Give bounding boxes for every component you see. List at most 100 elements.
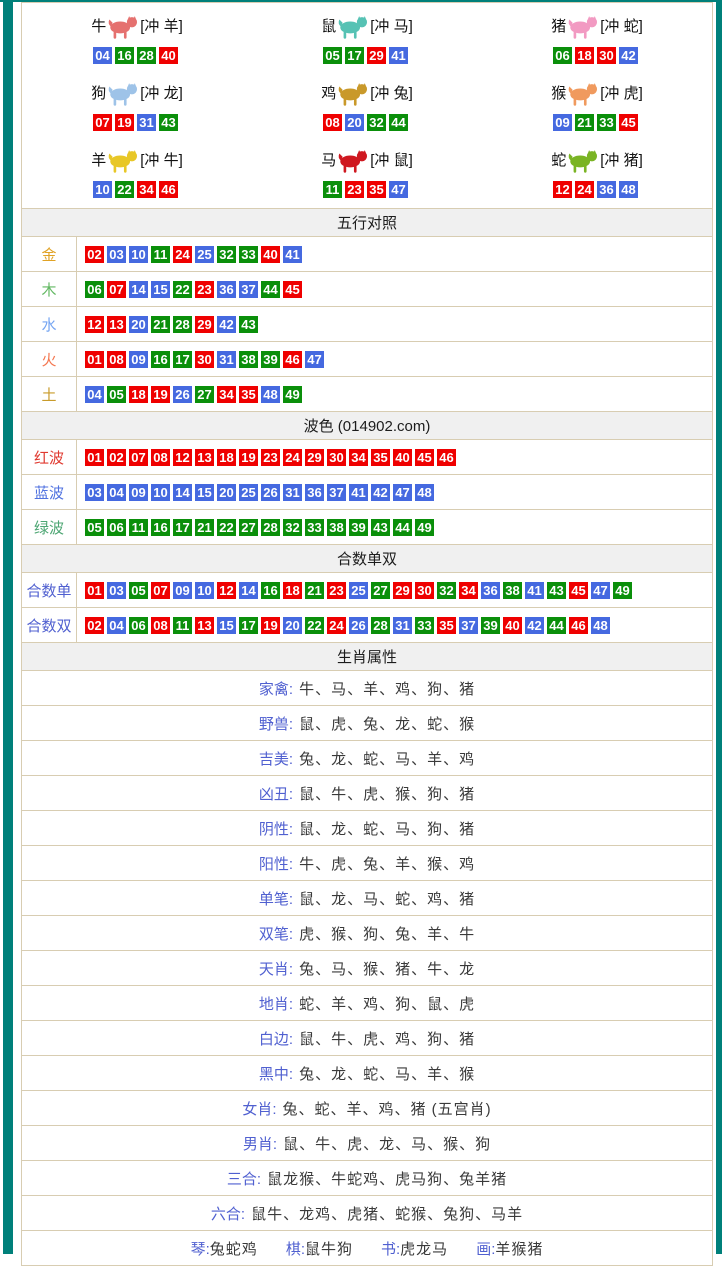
zodiac-clash-label: [冲 鼠] [370,151,413,169]
zodiac-clash-label: [冲 羊] [140,17,183,35]
zodiac-cell-horse: 马 [冲 鼠] 11 23 35 47 [252,139,482,206]
footer-group-label: 琴: [190,1240,210,1258]
footer-group-label: 书: [381,1240,401,1258]
number-ball: 30 [327,448,346,466]
number-ball: 06 [85,280,104,298]
number-ball: 34 [217,385,236,403]
number-ball: 20 [283,616,302,634]
number-ball: 40 [393,448,412,466]
number-ball: 42 [217,315,236,333]
attribute-value: 鼠龙猴、牛蛇鸡、虎马狗、兔羊猪 [267,1170,508,1188]
number-ball: 10 [129,245,148,263]
number-ball: 32 [437,581,456,599]
zodiac-name: 猴 [551,84,567,102]
sum-parity-row: 合数双 02 04 06 08 11 13 15 17 19 20 22 24 26 28 31 33 35 37 3… [21,608,713,643]
number-ball: 13 [195,616,214,634]
attribute-row: 三合: 鼠龙猴、牛蛇鸡、虎马狗、兔羊猪 [21,1161,713,1196]
ox-icon [107,13,139,40]
number-ball: 11 [151,245,170,263]
zodiac-cell-title: 猪 [冲 蛇] [551,13,643,40]
number-ball: 19 [239,448,258,466]
wave-row-balls: 05 06 11 16 17 21 22 27 28 32 33 38 39 43 44 49 [77,510,712,544]
number-ball: 15 [195,483,214,501]
number-ball: 07 [93,114,112,131]
number-ball: 06 [129,616,148,634]
attribute-value: 鼠、虎、兔、龙、蛇、猴 [299,715,476,733]
attribute-row: 凶丑: 鼠、牛、虎、猴、狗、猪 [21,776,713,811]
number-ball: 41 [389,47,408,64]
zodiac-clash-label: [冲 牛] [140,151,183,169]
number-ball: 48 [619,181,638,198]
number-ball: 41 [525,581,544,599]
number-ball: 38 [327,518,346,536]
section-header-sum-parity: 合数单双 [21,545,713,573]
number-ball: 17 [239,616,258,634]
number-ball: 16 [115,47,134,64]
attribute-value: 兔、龙、蛇、马、羊、猴 [299,1065,476,1083]
number-ball: 01 [85,448,104,466]
footer-group: 棋: 鼠牛狗 [286,1238,353,1259]
number-ball: 08 [107,350,126,368]
attribute-label: 六合: [210,1205,246,1223]
number-ball: 33 [305,518,324,536]
number-ball: 36 [305,483,324,501]
number-ball: 03 [107,245,126,263]
number-ball: 35 [367,181,386,198]
rooster-icon [337,80,369,107]
number-ball: 37 [459,616,478,634]
number-ball: 02 [107,448,126,466]
number-ball: 26 [261,483,280,501]
number-ball: 32 [283,518,302,536]
number-ball: 11 [173,616,192,634]
number-ball: 45 [619,114,638,131]
number-ball: 30 [415,581,434,599]
element-row-label: 金 [22,237,77,271]
number-ball: 30 [195,350,214,368]
number-ball: 15 [151,280,170,298]
attribute-label: 野兽: [258,715,294,733]
number-ball: 16 [151,518,170,536]
attribute-label: 白边: [258,1030,294,1048]
number-ball: 24 [575,181,594,198]
number-ball: 23 [345,181,364,198]
zodiac-number-balls: 04 16 28 40 [93,47,181,64]
number-ball: 14 [239,581,258,599]
zodiac-clash-label: [冲 猪] [600,151,643,169]
zodiac-cell-title: 狗 [冲 龙] [91,80,183,107]
attribute-row: 地肖: 蛇、羊、鸡、狗、鼠、虎 [21,986,713,1021]
zodiac-name: 鼠 [321,17,337,35]
number-ball: 19 [151,385,170,403]
number-ball: 22 [173,280,192,298]
number-ball: 48 [591,616,610,634]
number-ball: 11 [129,518,148,536]
element-row: 木 06 07 14 15 22 23 36 37 44 45 [21,272,713,307]
number-ball: 31 [283,483,302,501]
number-ball: 21 [195,518,214,536]
attribute-value: 兔、马、猴、猪、牛、龙 [299,960,476,978]
zodiac-name: 狗 [91,84,107,102]
number-ball: 37 [327,483,346,501]
zodiac-cell-title: 猴 [冲 虎] [551,80,643,107]
attribute-row: 女肖: 兔、蛇、羊、鸡、猪 (五宫肖) [21,1091,713,1126]
wave-row-balls: 01 02 07 08 12 13 18 19 23 24 29 30 34 35 40 45 46 [77,440,712,474]
number-ball: 30 [597,47,616,64]
number-ball: 10 [93,181,112,198]
zodiac-number-balls: 12 24 36 48 [553,181,641,198]
number-ball: 33 [415,616,434,634]
attribute-row: 六合: 鼠牛、龙鸡、虎猪、蛇猴、兔狗、马羊 [21,1196,713,1231]
rat-icon [337,13,369,40]
sum-parity-row-label: 合数双 [22,608,77,642]
number-ball: 49 [415,518,434,536]
sum-parity-row-balls: 02 04 06 08 11 13 15 17 19 20 22 24 26 28 31 33 35 37 39 40… [77,608,712,642]
attribute-label: 男肖: [242,1135,278,1153]
number-ball: 06 [107,518,126,536]
monkey-icon [567,80,599,107]
number-ball: 18 [129,385,148,403]
wave-row: 红波 01 02 07 08 12 13 18 19 23 24 29 30 34 35 40 45 46 [21,440,713,475]
sum-parity-row-balls: 01 03 05 07 09 10 12 14 16 18 21 23 25 27 29 30 32 34 36 38… [77,573,712,607]
number-ball: 08 [323,114,342,131]
attribute-value: 牛、马、羊、鸡、狗、猪 [299,680,476,698]
number-ball: 36 [597,181,616,198]
number-ball: 19 [261,616,280,634]
